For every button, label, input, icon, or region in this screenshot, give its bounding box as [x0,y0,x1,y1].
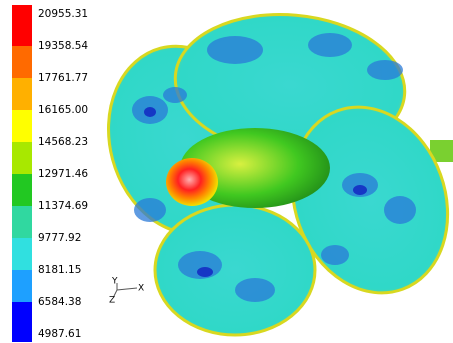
color-band [12,270,32,302]
triad-label: X [138,284,144,294]
triad: Y X Z [109,277,144,306]
color-legend: 20955.31 19358.54 17761.77 16165.00 14568.23… [12,5,88,342]
legend-label: 12971.46 [38,168,88,180]
legend-label: 6584.38 [38,296,81,308]
scene: Y X Z 20955.31 19358.54 17761.77 16165.00 14… [0,0,453,343]
color-band [12,78,32,110]
page: Y X Z 20955.31 19358.54 17761.77 16165.00 14… [0,0,453,343]
color-band [12,174,32,206]
color-band [12,206,32,238]
triad-label: Z [109,296,115,306]
legend-label: 8181.15 [38,264,81,276]
color-band [12,238,32,270]
legend-label: 16165.00 [38,104,88,116]
color-band [12,46,32,78]
legend-label: 20955.31 [38,8,88,20]
legend-label: 19358.54 [38,40,88,52]
color-band [12,302,32,342]
color-band [12,142,32,174]
legend-label: 4987.61 [38,328,81,340]
color-band [12,5,32,46]
legend-label: 17761.77 [38,72,88,84]
blade-bottom [155,205,315,335]
legend-label: 9777.92 [38,232,81,244]
legend-label: 14568.23 [38,136,88,148]
triad-label: Y [111,277,118,287]
hub-nose [166,158,218,206]
color-band [12,110,32,142]
triad-axis [117,288,137,290]
legend-label: 11374.69 [38,200,88,212]
